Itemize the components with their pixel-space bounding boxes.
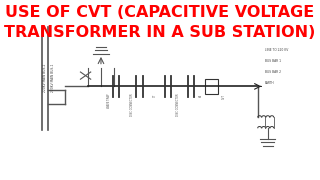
Text: TRANSFORMER IN A SUB STATION): TRANSFORMER IN A SUB STATION)	[4, 25, 316, 40]
Text: LA: LA	[199, 94, 203, 97]
Text: WAVE TRAP: WAVE TRAP	[107, 94, 111, 108]
Text: 220KV MAIN BUS-2: 220KV MAIN BUS-2	[43, 63, 47, 92]
Text: LINE TO 220 KV: LINE TO 220 KV	[265, 48, 288, 52]
Text: BUS BAR 2: BUS BAR 2	[265, 70, 281, 74]
Text: BUS BAR 1: BUS BAR 1	[265, 59, 281, 63]
Text: DISC CONNECTOR: DISC CONNECTOR	[130, 94, 134, 116]
Text: DISC CONNECTOR: DISC CONNECTOR	[176, 94, 180, 116]
Text: CVT: CVT	[222, 94, 226, 99]
Text: CT: CT	[153, 94, 157, 97]
Text: USE OF CVT (CAPACITIVE VOLTAGE: USE OF CVT (CAPACITIVE VOLTAGE	[5, 5, 315, 20]
Bar	[205, 79, 218, 94]
Text: EARTH: EARTH	[265, 81, 275, 85]
Text: 220KV MAIN BUS-1: 220KV MAIN BUS-1	[51, 63, 55, 92]
